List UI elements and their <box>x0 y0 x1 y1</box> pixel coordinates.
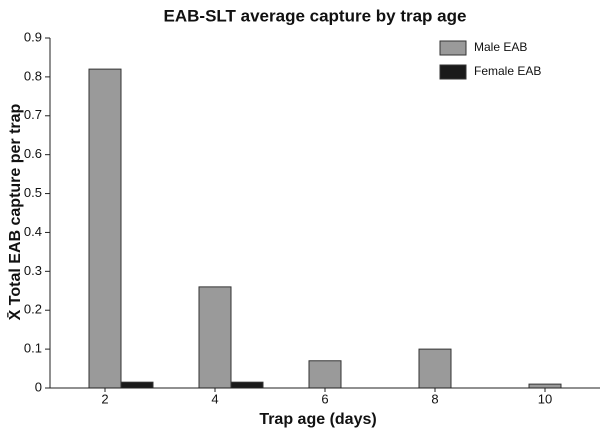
x-tick-label: 2 <box>101 391 108 406</box>
x-tick-label: 10 <box>538 391 552 406</box>
y-tick-label: 0.4 <box>24 224 42 239</box>
bar <box>120 381 154 389</box>
x-axis-label: Trap age (days) <box>259 411 376 428</box>
bar <box>230 381 264 389</box>
bar <box>418 348 452 389</box>
x-tick-label: 6 <box>321 391 328 406</box>
bar <box>198 286 232 389</box>
legend-swatch <box>439 40 467 56</box>
y-tick-label: 0.3 <box>24 263 42 278</box>
y-tick-label: 0.2 <box>24 302 42 317</box>
chart-title: EAB-SLT average capture by trap age <box>164 6 467 25</box>
y-tick-label: 0.7 <box>24 107 42 122</box>
y-tick-label: 0.8 <box>24 68 42 83</box>
x-tick-label: 4 <box>211 391 218 406</box>
bar <box>88 68 122 389</box>
x-tick-label: 8 <box>431 391 438 406</box>
y-tick-label: 0.1 <box>24 341 42 356</box>
y-axis-label: X̄ Total EAB capture per trap <box>5 103 24 320</box>
bar <box>308 360 342 389</box>
legend-label: Male EAB <box>474 40 527 54</box>
y-tick-label: 0.5 <box>24 185 42 200</box>
y-tick-label: 0.9 <box>24 29 42 44</box>
y-tick-label: 0.6 <box>24 146 42 161</box>
bar <box>528 383 562 389</box>
legend-label: Female EAB <box>474 64 541 78</box>
y-tick-label: 0 <box>35 379 42 394</box>
legend-swatch <box>439 64 467 80</box>
